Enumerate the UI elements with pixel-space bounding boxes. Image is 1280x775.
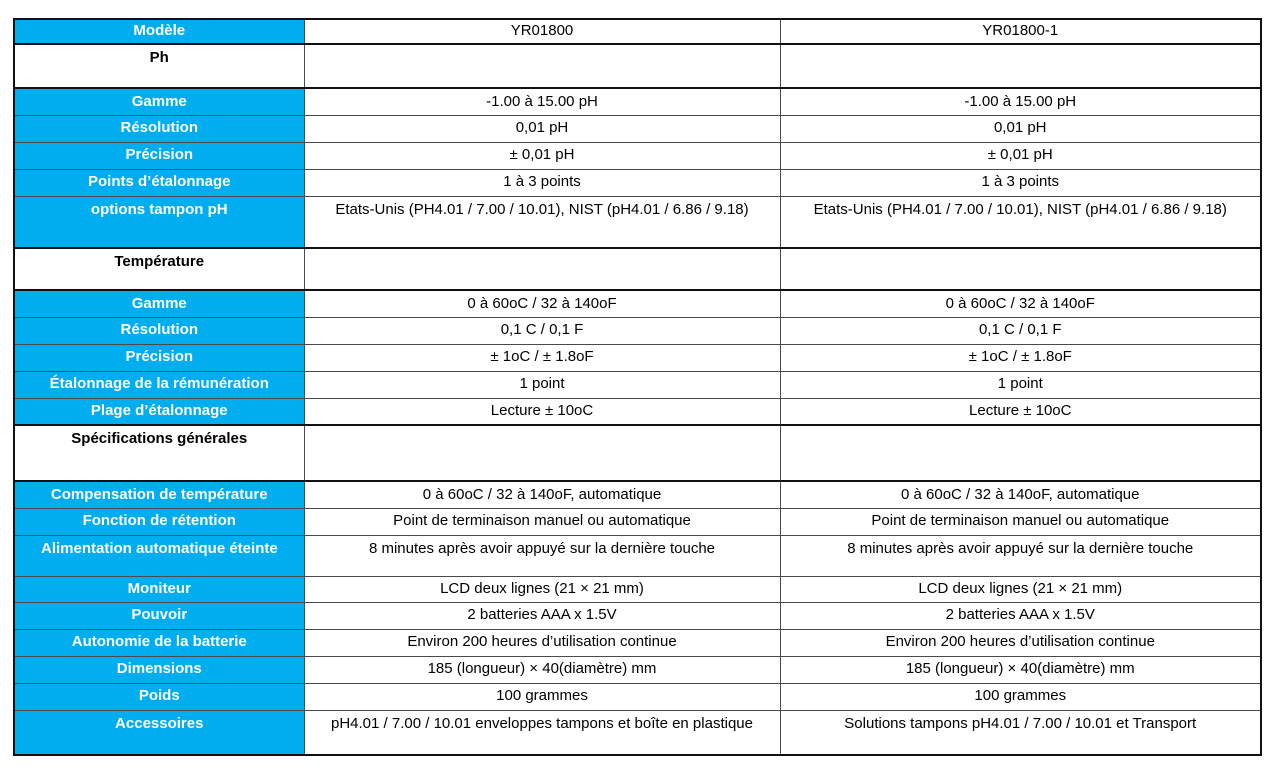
value-yr01800-1: 8 minutes après avoir appuyé sur la dern… <box>779 534 1262 577</box>
value-yr01800-1 <box>779 247 1262 291</box>
value-yr01800: pH4.01 / 7.00 / 10.01 enveloppes tampons… <box>303 709 781 756</box>
section-title: Ph <box>13 43 305 89</box>
value-yr01800: 2 batteries AAA x 1.5V <box>303 601 781 630</box>
section-title: Température <box>13 247 305 291</box>
value-yr01800: 0 à 60oC / 32 à 140oF <box>303 289 781 318</box>
value-yr01800-1: 1 à 3 points <box>779 168 1262 197</box>
spec-label: Étalonnage de la rémunération <box>13 370 305 399</box>
spec-label: Précision <box>13 141 305 170</box>
spec-label: Poids <box>13 682 305 711</box>
table-row: Points d’étalonnage 1 à 3 points 1 à 3 poi… <box>13 168 1262 197</box>
value-yr01800: 1 point <box>303 370 781 399</box>
spec-table: Modèle YR01800 YR01800-1 Ph Gamme -1.00 à 15.… <box>13 18 1262 756</box>
value-yr01800-1: Point de terminaison manuel ou automatiq… <box>779 507 1262 536</box>
column-header-yr01800-1: YR01800-1 <box>779 18 1262 45</box>
spec-label: Dimensions <box>13 655 305 684</box>
table-row: Résolution 0,1 C / 0,1 F 0,1 C / 0,1 F <box>13 316 1262 345</box>
value-yr01800-1: 100 grammes <box>779 682 1262 711</box>
table-row: Gamme -1.00 à 15.00 pH -1.00 à 15.00 pH <box>13 87 1262 116</box>
value-yr01800: -1.00 à 15.00 pH <box>303 87 781 116</box>
table-row: Pouvoir 2 batteries AAA x 1.5V 2 batteries… <box>13 601 1262 630</box>
section-row: Ph <box>13 43 1262 89</box>
table-row: Résolution 0,01 pH 0,01 pH <box>13 114 1262 143</box>
table-row: Poids 100 grammes 100 grammes <box>13 682 1262 711</box>
spec-label: Pouvoir <box>13 601 305 630</box>
table-row: Accessoires pH4.01 / 7.00 / 10.01 envelop… <box>13 709 1262 756</box>
value-yr01800-1: 2 batteries AAA x 1.5V <box>779 601 1262 630</box>
value-yr01800: 0 à 60oC / 32 à 140oF, automatique <box>303 480 781 509</box>
value-yr01800: 0,1 C / 0,1 F <box>303 316 781 345</box>
value-yr01800: 1 à 3 points <box>303 168 781 197</box>
value-yr01800: LCD deux lignes (21 × 21 mm) <box>303 575 781 603</box>
spec-label: Points d’étalonnage <box>13 168 305 197</box>
table-row: Moniteur LCD deux lignes (21 × 21 mm) LCD … <box>13 575 1262 603</box>
value-yr01800: 0,01 pH <box>303 114 781 143</box>
value-yr01800-1: 1 point <box>779 370 1262 399</box>
table-row: Gamme 0 à 60oC / 32 à 140oF 0 à 60oC / 32 … <box>13 289 1262 318</box>
value-yr01800-1: 0,1 C / 0,1 F <box>779 316 1262 345</box>
spec-label: Gamme <box>13 289 305 318</box>
value-yr01800-1: ± 1oC / ± 1.8oF <box>779 343 1262 372</box>
spec-label: Résolution <box>13 316 305 345</box>
value-yr01800-1: Etats-Unis (PH4.01 / 7.00 / 10.01), NIST… <box>779 195 1262 249</box>
table-row: Précision ± 1oC / ± 1.8oF ± 1oC / ± 1.8oF <box>13 343 1262 372</box>
spec-label: Fonction de rétention <box>13 507 305 536</box>
value-yr01800: 185 (longueur) × 40(diamètre) mm <box>303 655 781 684</box>
value-yr01800: ± 0,01 pH <box>303 141 781 170</box>
table-row: Dimensions 185 (longueur) × 40(diamètre) … <box>13 655 1262 684</box>
value-yr01800: Point de terminaison manuel ou automatiq… <box>303 507 781 536</box>
spec-label: Gamme <box>13 87 305 116</box>
spec-label: Compensation de température <box>13 480 305 509</box>
section-row: Température <box>13 247 1262 291</box>
table-row: Précision ± 0,01 pH ± 0,01 pH <box>13 141 1262 170</box>
column-header-model: Modèle <box>13 18 305 45</box>
value-yr01800-1: 0,01 pH <box>779 114 1262 143</box>
value-yr01800-1 <box>779 424 1262 482</box>
value-yr01800-1: 0 à 60oC / 32 à 140oF <box>779 289 1262 318</box>
value-yr01800-1: Solutions tampons pH4.01 / 7.00 / 10.01 … <box>779 709 1262 756</box>
value-yr01800-1: LCD deux lignes (21 × 21 mm) <box>779 575 1262 603</box>
table-row: Fonction de rétention Point de terminaiso… <box>13 507 1262 536</box>
value-yr01800: 8 minutes après avoir appuyé sur la dern… <box>303 534 781 577</box>
table-row: Autonomie de la batterie Environ 200 heur… <box>13 628 1262 657</box>
value-yr01800-1: 185 (longueur) × 40(diamètre) mm <box>779 655 1262 684</box>
value-yr01800-1: Lecture ± 10oC <box>779 397 1262 426</box>
table-row: Plage d’étalonnage Lecture ± 10oC Lecture … <box>13 397 1262 426</box>
spec-label: Précision <box>13 343 305 372</box>
table-row: Étalonnage de la rémunération 1 point 1 po… <box>13 370 1262 399</box>
value-yr01800: Environ 200 heures d’utilisation continu… <box>303 628 781 657</box>
spec-label: Alimentation automatique éteinte <box>13 534 305 577</box>
value-yr01800-1: 0 à 60oC / 32 à 140oF, automatique <box>779 480 1262 509</box>
spec-label: Accessoires <box>13 709 305 756</box>
value-yr01800-1: -1.00 à 15.00 pH <box>779 87 1262 116</box>
table-row: Alimentation automatique éteinte 8 minute… <box>13 534 1262 577</box>
value-yr01800: Lecture ± 10oC <box>303 397 781 426</box>
spec-label: options tampon pH <box>13 195 305 249</box>
value-yr01800-1: ± 0,01 pH <box>779 141 1262 170</box>
spec-label: Résolution <box>13 114 305 143</box>
value-yr01800: ± 1oC / ± 1.8oF <box>303 343 781 372</box>
value-yr01800 <box>303 247 781 291</box>
value-yr01800 <box>303 43 781 89</box>
spec-label: Moniteur <box>13 575 305 603</box>
section-row: Spécifications générales <box>13 424 1262 482</box>
section-title: Spécifications générales <box>13 424 305 482</box>
value-yr01800 <box>303 424 781 482</box>
spec-table-body: Modèle YR01800 YR01800-1 Ph Gamme -1.00 à 15.… <box>13 18 1262 756</box>
table-row: Compensation de température 0 à 60oC / 32… <box>13 480 1262 509</box>
spec-label: Autonomie de la batterie <box>13 628 305 657</box>
table-header-row: Modèle YR01800 YR01800-1 <box>13 18 1262 45</box>
column-header-yr01800: YR01800 <box>303 18 781 45</box>
value-yr01800: Etats-Unis (PH4.01 / 7.00 / 10.01), NIST… <box>303 195 781 249</box>
spec-label: Plage d’étalonnage <box>13 397 305 426</box>
value-yr01800: 100 grammes <box>303 682 781 711</box>
value-yr01800-1 <box>779 43 1262 89</box>
table-row: options tampon pH Etats-Unis (PH4.01 / 7.… <box>13 195 1262 249</box>
value-yr01800-1: Environ 200 heures d’utilisation continu… <box>779 628 1262 657</box>
